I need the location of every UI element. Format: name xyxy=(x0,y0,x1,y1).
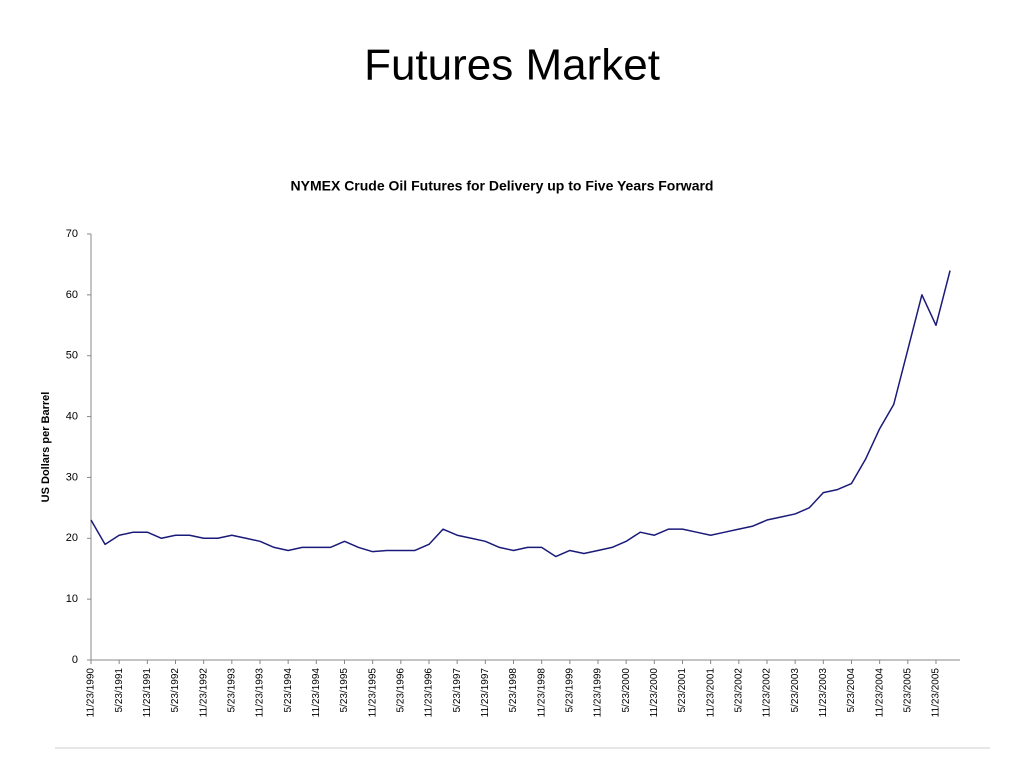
x-tick-label: 5/23/2004 xyxy=(846,668,857,713)
x-tick-label: 11/23/1993 xyxy=(255,668,266,718)
x-tick-label: 5/23/2000 xyxy=(621,668,632,713)
y-tick-label: 10 xyxy=(66,593,78,605)
x-tick-label: 5/23/2002 xyxy=(733,668,744,713)
y-tick-label: 0 xyxy=(72,654,78,666)
x-tick-label: 11/23/1992 xyxy=(198,668,209,718)
x-tick-label: 11/23/1996 xyxy=(424,668,435,718)
x-tick-label: 11/23/2004 xyxy=(874,668,885,718)
x-tick-label: 11/23/2005 xyxy=(931,668,942,718)
chart-title: NYMEX Crude Oil Futures for Delivery up … xyxy=(291,178,714,194)
x-tick-label: 11/23/2003 xyxy=(818,668,829,718)
x-tick-label: 11/23/1991 xyxy=(142,668,153,718)
x-tick-label: 5/23/1993 xyxy=(226,668,237,713)
slide-title: Futures Market xyxy=(364,41,660,90)
y-tick-label: 20 xyxy=(66,532,78,544)
x-tick-label: 11/23/1990 xyxy=(86,668,97,718)
y-tick-label: 40 xyxy=(66,410,78,422)
x-tick-label: 5/23/1999 xyxy=(564,668,575,713)
x-tick-label: 11/23/1994 xyxy=(311,668,322,718)
x-tick-label: 11/23/1997 xyxy=(480,668,491,718)
x-tick-label: 11/23/2002 xyxy=(762,668,773,718)
x-tick-label: 11/23/1999 xyxy=(593,668,604,718)
x-tick-label: 5/23/2001 xyxy=(677,668,688,713)
x-tick-label: 11/23/1995 xyxy=(367,668,378,718)
x-tick-label: 5/23/2005 xyxy=(902,668,913,713)
x-tick-label: 11/23/1998 xyxy=(536,668,547,718)
x-tick-label: 5/23/1996 xyxy=(395,668,406,713)
y-tick-label: 30 xyxy=(66,471,78,483)
x-tick-label: 5/23/2003 xyxy=(790,668,801,713)
line-series xyxy=(90,270,951,558)
x-tick-label: 5/23/1998 xyxy=(508,668,519,713)
x-tick-label: 11/23/2001 xyxy=(705,668,716,718)
x-tick-label: 5/23/1991 xyxy=(114,668,125,713)
y-axis-title: US Dollars per Barrel xyxy=(40,392,52,503)
x-tick-label: 11/23/2000 xyxy=(649,668,660,718)
x-tick-label: 5/23/1992 xyxy=(170,668,181,713)
y-tick-label: 60 xyxy=(66,289,78,301)
x-tick-label: 5/23/1995 xyxy=(339,668,350,713)
x-tick-label: 5/23/1997 xyxy=(452,668,463,713)
x-tick-label: 5/23/1994 xyxy=(283,668,294,713)
y-tick-label: 50 xyxy=(66,350,78,362)
y-tick-label: 70 xyxy=(66,228,78,240)
